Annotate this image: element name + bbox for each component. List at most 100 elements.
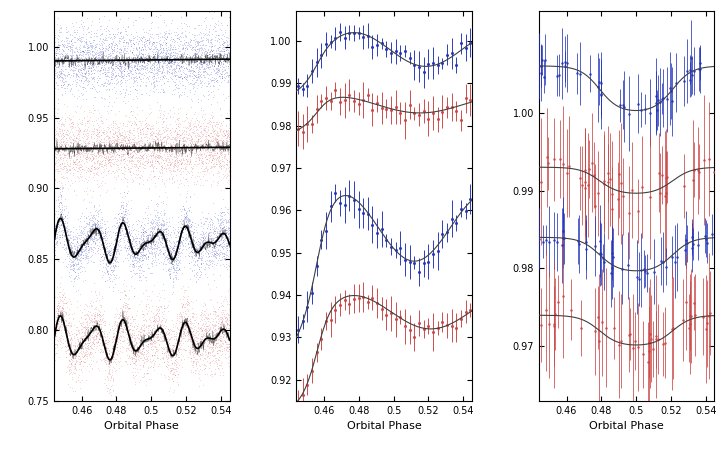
- Point: [217, 35, 228, 43]
- Point: [95, 30, 107, 38]
- Point: [176, 232, 187, 239]
- Point: [115, 139, 126, 146]
- Point: [209, 142, 220, 149]
- Point: [118, 49, 130, 56]
- Point: [128, 63, 139, 71]
- Point: [188, 266, 200, 273]
- Point: [112, 78, 123, 85]
- Point: [67, 375, 78, 382]
- Point: [132, 230, 144, 237]
- Point: [65, 321, 77, 328]
- Point: [101, 80, 113, 87]
- Point: [188, 323, 200, 331]
- Point: [209, 344, 220, 352]
- Point: [70, 330, 82, 337]
- Point: [56, 314, 67, 321]
- Point: [123, 236, 134, 244]
- Point: [205, 39, 217, 46]
- Point: [206, 246, 218, 254]
- Point: [57, 120, 68, 127]
- Point: [123, 326, 134, 333]
- Point: [136, 250, 147, 257]
- Point: [174, 232, 185, 239]
- Point: [132, 164, 144, 172]
- Point: [60, 349, 72, 357]
- Point: [144, 58, 155, 65]
- Point: [73, 353, 84, 360]
- Point: [149, 153, 161, 160]
- Point: [185, 118, 196, 125]
- Point: [200, 140, 212, 148]
- Point: [136, 239, 147, 246]
- Point: [159, 243, 170, 251]
- Point: [187, 47, 198, 54]
- Point: [109, 40, 121, 47]
- Point: [83, 43, 94, 50]
- Point: [208, 370, 220, 377]
- Point: [106, 355, 117, 362]
- Point: [153, 63, 164, 71]
- Point: [209, 36, 220, 43]
- Point: [131, 116, 142, 123]
- Point: [97, 328, 108, 335]
- Point: [115, 48, 126, 56]
- Point: [82, 139, 93, 146]
- Point: [186, 72, 197, 80]
- Point: [67, 266, 79, 273]
- Point: [123, 322, 134, 329]
- Point: [108, 130, 120, 138]
- Point: [220, 346, 232, 353]
- Point: [52, 63, 64, 70]
- Point: [131, 345, 143, 352]
- Point: [169, 128, 181, 135]
- Point: [104, 263, 116, 270]
- Point: [57, 333, 68, 340]
- Point: [58, 72, 70, 79]
- Point: [118, 276, 130, 284]
- Point: [221, 314, 233, 322]
- Point: [182, 245, 194, 252]
- Point: [103, 28, 115, 35]
- Point: [90, 304, 101, 312]
- Point: [122, 56, 134, 63]
- Point: [199, 361, 210, 368]
- Point: [125, 319, 136, 327]
- Point: [153, 218, 164, 226]
- Point: [62, 335, 74, 342]
- Point: [145, 340, 157, 347]
- Point: [197, 117, 209, 124]
- Point: [113, 315, 125, 322]
- Point: [134, 333, 146, 340]
- Point: [90, 234, 101, 241]
- Point: [93, 145, 104, 152]
- Point: [202, 261, 214, 269]
- Point: [115, 131, 126, 139]
- Point: [113, 241, 124, 248]
- Point: [149, 149, 160, 157]
- Point: [145, 130, 157, 137]
- Point: [80, 301, 91, 308]
- Point: [197, 351, 208, 358]
- Point: [58, 202, 70, 210]
- Point: [60, 24, 72, 31]
- Point: [55, 303, 66, 310]
- Point: [60, 134, 72, 141]
- Point: [179, 175, 190, 183]
- Point: [129, 250, 141, 257]
- Point: [69, 187, 80, 194]
- Point: [93, 247, 104, 254]
- Point: [64, 336, 75, 343]
- Point: [171, 157, 182, 164]
- Point: [215, 52, 227, 59]
- Point: [85, 216, 97, 223]
- Point: [192, 144, 203, 151]
- Point: [89, 85, 101, 92]
- Point: [166, 347, 177, 355]
- Point: [101, 35, 112, 42]
- Point: [56, 119, 67, 126]
- Point: [93, 307, 105, 314]
- Point: [208, 155, 220, 163]
- Point: [173, 35, 185, 43]
- Point: [68, 166, 80, 173]
- Point: [79, 54, 90, 61]
